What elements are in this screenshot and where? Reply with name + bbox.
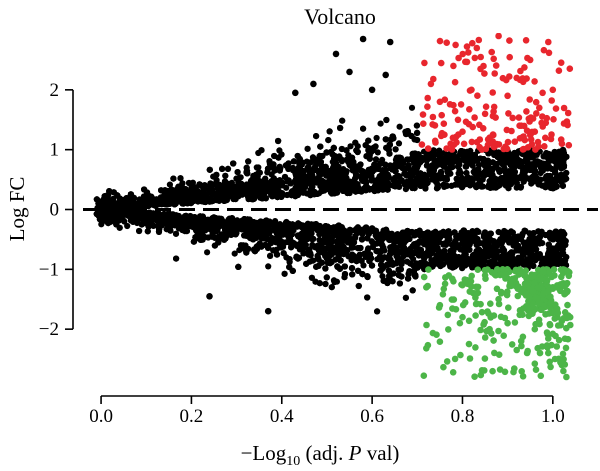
data-point (206, 226, 213, 233)
data-point (517, 183, 525, 190)
data-point (304, 145, 311, 152)
data-point (231, 250, 238, 257)
data-point (284, 191, 291, 199)
data-point (374, 149, 381, 156)
data-point (369, 244, 376, 251)
data-point (281, 270, 288, 277)
data-point (473, 227, 481, 234)
data-point (166, 181, 173, 188)
data-point (241, 232, 248, 239)
data-point (364, 294, 371, 301)
data-point (563, 169, 570, 177)
data-point (338, 156, 345, 163)
data-point (374, 308, 381, 315)
data-point (481, 239, 488, 246)
data-point (207, 180, 214, 187)
data-point (457, 169, 464, 177)
data-point (395, 140, 403, 147)
data-point (413, 122, 420, 129)
data-point (396, 123, 403, 130)
data-point (360, 125, 367, 132)
data-point (404, 156, 411, 163)
data-point (406, 268, 413, 275)
data-point (172, 230, 180, 237)
data-point (177, 175, 184, 182)
data-point (402, 294, 409, 301)
data-point (355, 282, 362, 290)
data-point (309, 183, 316, 190)
data-point (539, 167, 546, 174)
data-point (352, 139, 359, 146)
data-point (360, 262, 367, 269)
data-point (408, 104, 416, 111)
data-point (196, 181, 203, 188)
data-point (313, 133, 320, 140)
data-point (331, 278, 338, 286)
data-point (463, 169, 470, 177)
data-point (124, 222, 131, 230)
data-point (409, 287, 416, 294)
data-point (234, 169, 241, 176)
data-point (326, 128, 333, 135)
data-point (347, 143, 354, 150)
data-point (322, 280, 329, 288)
data-point (386, 150, 393, 157)
data-point (236, 247, 243, 254)
data-point (265, 263, 272, 270)
data-point (267, 252, 274, 259)
data-point (448, 182, 455, 189)
data-point (316, 280, 323, 287)
data-point (339, 117, 346, 124)
data-point (395, 266, 402, 273)
data-point (144, 228, 151, 235)
data-point (383, 116, 390, 124)
data-point (377, 120, 384, 127)
data-point (370, 144, 377, 151)
data-point (121, 218, 128, 225)
data-point (497, 180, 504, 187)
data-point (372, 156, 380, 163)
data-point (255, 164, 262, 171)
data-point (136, 227, 143, 235)
chart-title: Volcano (304, 4, 376, 29)
data-point (520, 178, 527, 185)
data-point (389, 278, 396, 285)
data-point (243, 249, 250, 256)
data-point (328, 284, 335, 291)
data-point (308, 274, 315, 281)
data-point (562, 238, 569, 245)
data-point (323, 149, 330, 156)
data-points (93, 33, 574, 381)
data-point (373, 134, 380, 142)
data-point (204, 249, 211, 256)
data-point (466, 241, 473, 248)
